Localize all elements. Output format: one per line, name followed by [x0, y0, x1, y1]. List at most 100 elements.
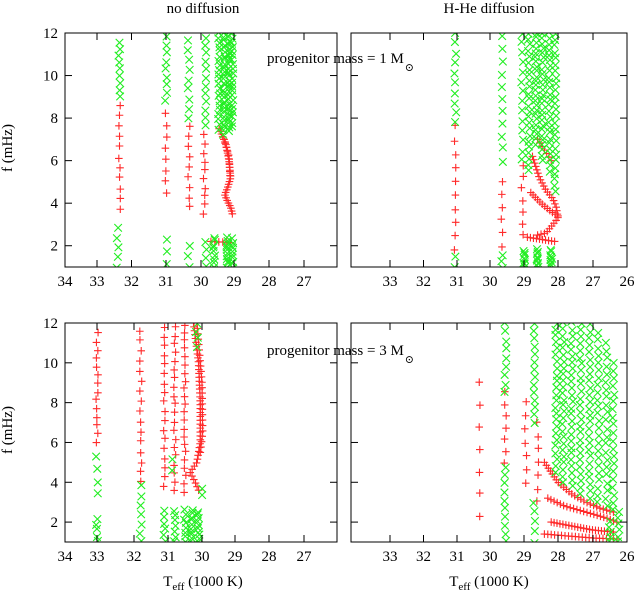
data-point-plus: [92, 438, 101, 447]
data-point-x: [201, 34, 211, 43]
data-point-x: [567, 448, 576, 457]
data-point-plus: [185, 163, 193, 171]
data-point-x: [500, 323, 509, 327]
data-point-x: [184, 105, 194, 114]
data-point-plus: [531, 162, 540, 171]
data-point-plus: [544, 494, 552, 502]
data-point-x: [532, 66, 541, 75]
x-tick-label: 33: [90, 274, 105, 290]
data-point-plus: [93, 413, 101, 422]
data-point-plus: [170, 339, 179, 348]
data-point-plus: [538, 179, 546, 187]
data-point-x: [538, 58, 547, 67]
data-point-plus: [160, 341, 169, 350]
data-point-x: [593, 396, 602, 405]
data-point-plus: [451, 177, 460, 186]
data-point-x: [162, 48, 172, 57]
data-point-x: [183, 251, 193, 261]
data-point-plus: [171, 323, 180, 331]
data-point-x: [594, 469, 604, 478]
data-point-x: [530, 365, 539, 374]
data-point-plus: [161, 176, 170, 185]
data-point-x: [183, 36, 193, 45]
data-point-x: [112, 263, 121, 267]
data-point-x: [566, 339, 576, 348]
data-point-x: [530, 323, 539, 328]
data-point-plus: [171, 450, 180, 459]
data-point-plus: [160, 351, 169, 360]
data-point-x: [501, 530, 510, 539]
data-point-x: [552, 409, 561, 418]
data-point-plus: [180, 464, 189, 473]
panel-frame: [350, 322, 628, 543]
data-point-x: [93, 464, 102, 473]
data-point-plus: [161, 407, 169, 416]
data-point-x: [558, 383, 568, 392]
data-point-x: [530, 349, 540, 359]
data-point-x: [525, 65, 534, 75]
data-point-x: [530, 402, 540, 412]
data-point-plus: [160, 444, 168, 453]
data-point-x: [602, 433, 612, 442]
data-point-x: [450, 89, 460, 98]
data-point-x: [594, 439, 603, 448]
data-point-plus: [476, 445, 484, 454]
data-point-plus: [162, 155, 170, 163]
data-point-x: [559, 350, 568, 360]
data-point-x: [567, 391, 577, 400]
y-tick-label: 4: [51, 196, 59, 212]
data-point-plus: [537, 230, 545, 239]
data-point-plus: [170, 426, 178, 435]
data-point-plus: [180, 416, 189, 424]
data-point-plus: [161, 463, 169, 472]
data-point-x: [452, 108, 461, 117]
data-point-x: [609, 498, 618, 508]
data-point-plus: [171, 348, 180, 356]
data-point-plus: [136, 357, 144, 365]
data-point-plus: [593, 511, 601, 520]
data-point-x: [609, 374, 619, 383]
data-point-x: [227, 234, 237, 243]
data-point-plus: [162, 122, 171, 130]
data-point-x: [575, 422, 585, 431]
data-point-x: [550, 130, 560, 139]
data-point-plus: [94, 346, 102, 355]
data-point-x: [609, 358, 618, 368]
data-point-plus: [92, 363, 101, 372]
data-point-x: [537, 151, 546, 161]
data-point-x: [609, 459, 619, 468]
data-point-x: [567, 371, 576, 380]
data-point-x: [225, 54, 234, 64]
x-tick-label: 30: [483, 274, 498, 290]
data-point-x: [567, 323, 576, 327]
plot-area: [475, 323, 624, 542]
data-point-plus: [521, 439, 529, 448]
data-point-plus: [136, 367, 144, 376]
x-axis-label-rest: (1000 K): [470, 574, 528, 590]
data-point-x: [518, 68, 528, 77]
data-point-x: [502, 344, 511, 353]
data-point-x: [575, 462, 584, 472]
data-point-plus: [180, 456, 189, 464]
data-point-plus: [201, 140, 209, 148]
data-point-plus: [500, 401, 509, 409]
data-point-x: [558, 472, 567, 481]
data-point-x: [530, 52, 540, 62]
data-point-plus: [181, 369, 189, 378]
data-point-plus: [162, 167, 170, 175]
data-point-x: [500, 488, 509, 497]
data-point-x: [559, 439, 568, 448]
data-point-x: [210, 235, 220, 245]
data-point-plus: [191, 479, 200, 487]
data-point-plus: [171, 478, 179, 486]
data-point-x: [136, 510, 146, 519]
data-point-plus: [180, 425, 189, 434]
data-point-x: [551, 468, 560, 477]
data-point-x: [500, 478, 509, 488]
x-tick-label: 28: [551, 274, 566, 290]
x-tick-label: 26: [620, 549, 636, 565]
data-point-plus: [92, 354, 101, 362]
data-point-x: [500, 512, 510, 521]
data-point-x: [546, 247, 556, 256]
